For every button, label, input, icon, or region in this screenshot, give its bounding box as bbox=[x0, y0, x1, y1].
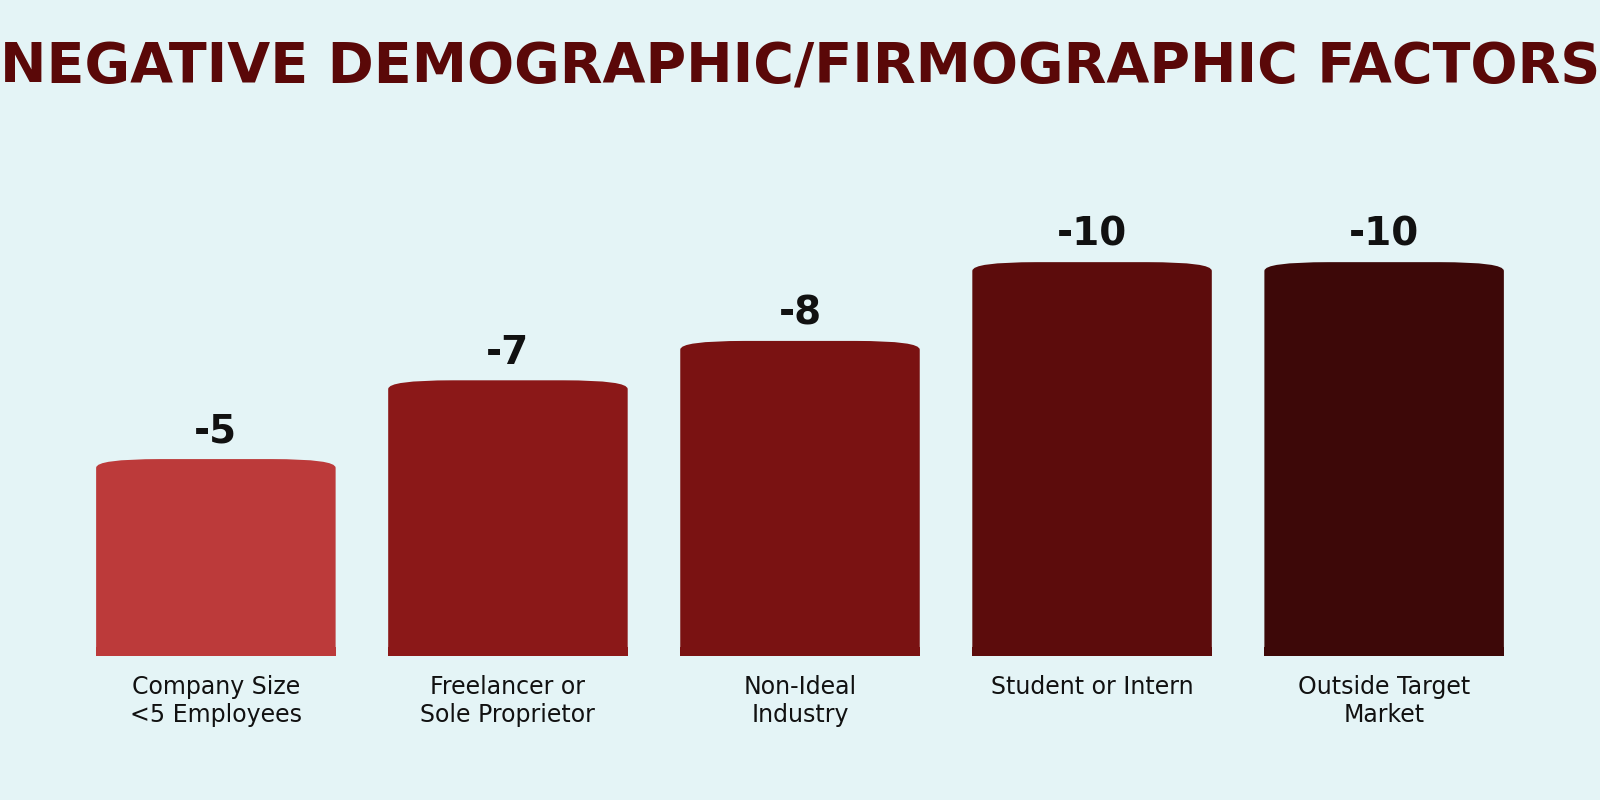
FancyBboxPatch shape bbox=[680, 341, 920, 656]
FancyBboxPatch shape bbox=[973, 647, 1211, 656]
FancyBboxPatch shape bbox=[1264, 262, 1504, 656]
Text: -10: -10 bbox=[1058, 215, 1126, 254]
FancyBboxPatch shape bbox=[96, 647, 336, 656]
Text: -8: -8 bbox=[779, 294, 821, 332]
FancyBboxPatch shape bbox=[389, 380, 627, 656]
Text: -7: -7 bbox=[486, 334, 530, 372]
FancyBboxPatch shape bbox=[680, 647, 920, 656]
Text: -10: -10 bbox=[1349, 215, 1419, 254]
FancyBboxPatch shape bbox=[973, 262, 1211, 656]
FancyBboxPatch shape bbox=[1264, 647, 1504, 656]
Text: NEGATIVE DEMOGRAPHIC/FIRMOGRAPHIC FACTORS: NEGATIVE DEMOGRAPHIC/FIRMOGRAPHIC FACTOR… bbox=[0, 40, 1600, 94]
FancyBboxPatch shape bbox=[389, 647, 627, 656]
Text: -5: -5 bbox=[194, 413, 237, 450]
FancyBboxPatch shape bbox=[96, 459, 336, 656]
